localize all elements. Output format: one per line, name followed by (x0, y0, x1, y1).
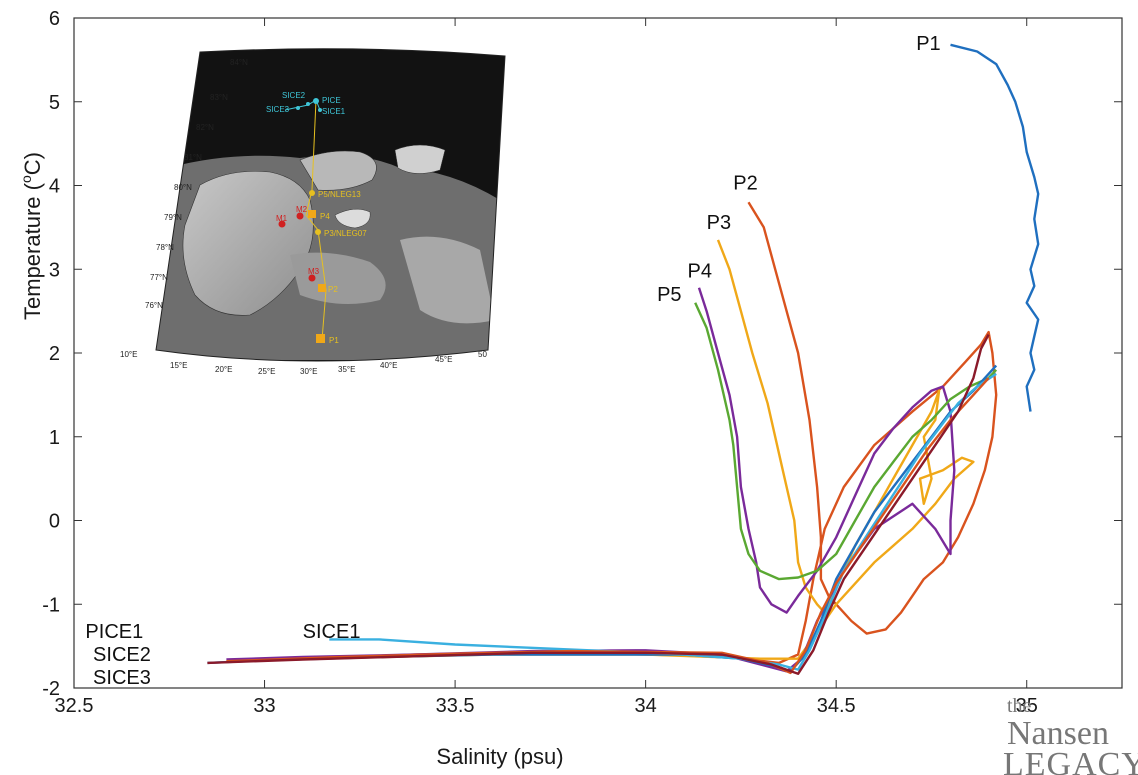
series-label-p1: P1 (916, 33, 940, 55)
series-label-p3: P3 (707, 212, 731, 234)
y-tick-label: 0 (49, 511, 60, 533)
mooring-m2-label: M2 (296, 205, 308, 214)
x-axis-ticks: 32.5 33 33.5 34 34.5 35 (55, 18, 1038, 717)
station-sice3-marker (296, 106, 300, 110)
lon-label-35: 35°E (338, 365, 355, 374)
station-p4-label: P4 (320, 212, 330, 221)
inset-map-outline (155, 48, 506, 362)
series-label-pice1: PICE1 (85, 621, 143, 643)
station-p1-marker (316, 334, 325, 343)
y-axis-label-suffix: C) (20, 152, 45, 175)
logo-legacy: LEGACY (1003, 746, 1138, 775)
y-tick-label: 3 (49, 259, 60, 281)
series-line-p5 (694, 302, 998, 581)
mooring-m2-marker (296, 212, 304, 220)
station-sice2-marker (306, 102, 310, 106)
y-tick-label: 2 (49, 343, 60, 365)
series-label-p5: P5 (657, 284, 681, 306)
station-p5-label: P5/NLEG13 (318, 190, 361, 199)
series-lines (207, 43, 1040, 675)
y-tick-label: 1 (49, 427, 60, 449)
mooring-m3-marker (308, 274, 316, 282)
lon-label-50: 50 (478, 350, 487, 359)
y-axis-ticks: -2 -1 0 1 2 3 4 5 6 (42, 8, 1122, 700)
station-p2-marker (318, 284, 326, 292)
nansen-legacy-logo: the Nansen LEGACY (1003, 695, 1138, 775)
y-axis-label-prefix: Temperature ( (20, 182, 45, 320)
series-label-sice3: SICE3 (93, 667, 151, 689)
lat-label-78: 78°N (156, 243, 174, 252)
y-tick-label: -2 (42, 678, 60, 700)
x-tick-label: 35 (1016, 695, 1038, 717)
lon-label-20: 20°E (215, 365, 232, 374)
lon-label-30: 30°E (300, 367, 317, 376)
inset-map: SICE2 PICE SICE3 SICE1 P5/NLEG13 P4 P3/N… (110, 40, 510, 376)
logo-the: the (1007, 695, 1032, 717)
series-line-p1 (950, 43, 1040, 412)
station-p3-marker (315, 229, 321, 235)
y-tick-label: 5 (49, 92, 60, 114)
lat-label-79: 79°N (164, 213, 182, 222)
x-axis-label: Salinity (psu) (436, 744, 563, 769)
series-label-sice1: SICE1 (303, 621, 361, 643)
inset-map-banks (290, 252, 386, 304)
station-sice1-marker (318, 108, 322, 112)
y-axis-label: Temperature (oC) (18, 152, 45, 320)
series-line-sice2 (226, 377, 990, 675)
inset-map-franz-josef (394, 144, 446, 174)
station-p4-marker (308, 210, 316, 218)
mooring-m1-marker (278, 220, 286, 228)
lon-label-15: 15°E (170, 361, 187, 370)
mooring-m3-label: M3 (308, 267, 320, 276)
lon-label-25: 25°E (258, 367, 275, 376)
series-line-p2 (234, 201, 998, 665)
y-axis-label-superscript: o (18, 175, 34, 183)
series-line-sice3 (207, 334, 990, 675)
series-label-sice2: SICE2 (93, 644, 151, 666)
y-tick-label: 4 (49, 176, 60, 198)
station-p5-marker (309, 190, 315, 196)
y-tick-label: 6 (49, 8, 60, 30)
x-tick-label: 34 (635, 695, 657, 717)
series-line-sice1 (329, 372, 997, 671)
y-tick-label: -1 (42, 594, 60, 616)
mooring-m1-label: M1 (276, 214, 288, 223)
inset-map-shallows (400, 236, 495, 324)
inset-map-kong-karl (334, 208, 371, 229)
series-label-p2: P2 (733, 173, 757, 195)
station-pice-label: PICE (322, 96, 341, 105)
x-tick-label: 33.5 (436, 695, 475, 717)
series-label-p4: P4 (688, 261, 712, 283)
inset-map-transect-line (305, 99, 327, 341)
lat-label-76: 76°N (145, 301, 163, 310)
station-p2-label: P2 (328, 285, 338, 294)
lat-label-84: 84°N (230, 58, 248, 67)
lon-label-40: 40°E (380, 361, 397, 370)
x-tick-label: 34.5 (817, 695, 856, 717)
station-pice-marker (313, 98, 319, 104)
lat-label-83: 83°N (210, 93, 228, 102)
logo-nansen: Nansen (1007, 715, 1109, 752)
x-tick-label: 32.5 (55, 695, 94, 717)
lat-label-82: 82°N (196, 123, 214, 132)
x-tick-label: 33 (253, 695, 275, 717)
station-sice2-label: SICE2 (282, 91, 306, 100)
lat-label-81: 81°N (184, 153, 202, 162)
station-sice1-label: SICE1 (322, 107, 346, 116)
inset-map-nordaustlandet (299, 150, 377, 191)
station-sice3-label: SICE3 (266, 105, 290, 114)
lon-label-10: 10°E (120, 350, 137, 359)
lat-label-77: 77°N (150, 273, 168, 282)
lon-label-45: 45°E (435, 355, 452, 364)
station-p1-label: P1 (329, 336, 339, 345)
station-p3-label: P3/NLEG07 (324, 229, 367, 238)
lat-label-80: 80°N (174, 183, 192, 192)
